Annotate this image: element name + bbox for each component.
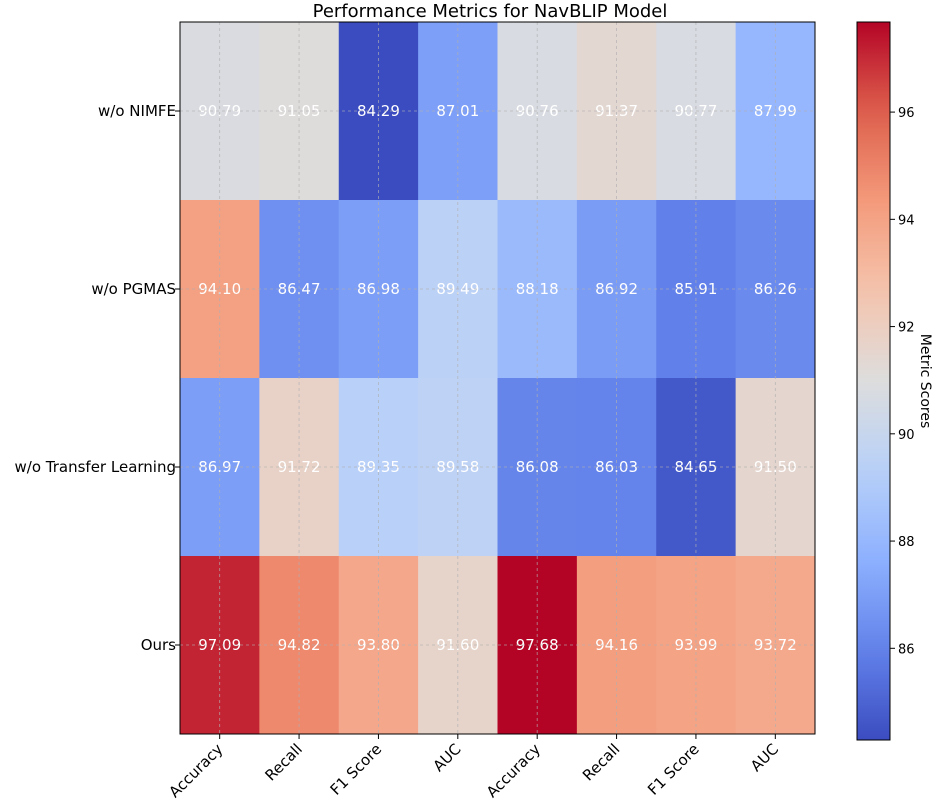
chart-title: Performance Metrics for NavBLIP Model	[313, 1, 668, 22]
cell-value-label: 91.05	[278, 102, 321, 120]
row-label: Ours	[141, 636, 176, 654]
row-tick-labels: w/o NIMFE w/o PGMAS w/o Transfer Learning O…	[15, 102, 180, 654]
column-label: F1 Score	[327, 740, 386, 799]
colorbar-label: Metric Scores	[917, 334, 933, 428]
row-label: w/o Transfer Learning	[15, 458, 176, 476]
colorbar-tick-label: 96	[898, 106, 915, 121]
column-label: AUC	[747, 740, 782, 775]
colorbar-ticks: 86 88 90 92 94 96	[890, 106, 915, 657]
cell-value-label: 97.68	[516, 636, 559, 654]
cell-value-label: 93.99	[674, 636, 717, 654]
column-label: F1 Score	[644, 740, 703, 799]
cell-value-label: 90.77	[674, 102, 717, 120]
gridlines	[180, 22, 815, 734]
column-label: AUC	[429, 740, 464, 775]
cell-value-label: 94.82	[278, 636, 321, 654]
colorbar-tick-label: 94	[898, 213, 915, 228]
colorbar-tick-label: 86	[898, 642, 915, 657]
column-tick-labels: Accuracy Recall F1 Score AUC Accuracy Recall F…	[165, 734, 782, 801]
plot-frame	[179, 21, 816, 735]
column-label: Accuracy	[483, 740, 544, 801]
heatmap-cells	[180, 22, 816, 735]
cell-value-label: 91.37	[595, 102, 638, 120]
colorbar-tick-label: 90	[898, 428, 915, 443]
row-label: w/o PGMAS	[91, 280, 176, 298]
row-label: w/o NIMFE	[98, 102, 176, 120]
cell-value-label: 94.16	[595, 636, 638, 654]
cell-value-label: 90.76	[516, 102, 559, 120]
colorbar-tick-label: 88	[898, 535, 915, 550]
column-label: Accuracy	[165, 740, 226, 801]
column-label: Recall	[579, 740, 623, 784]
colorbar	[856, 21, 891, 741]
colorbar-tick-label: 92	[898, 321, 915, 336]
cell-value-label: 97.09	[198, 636, 241, 654]
column-label: Recall	[262, 740, 306, 784]
cell-value-label: 90.79	[198, 102, 241, 120]
